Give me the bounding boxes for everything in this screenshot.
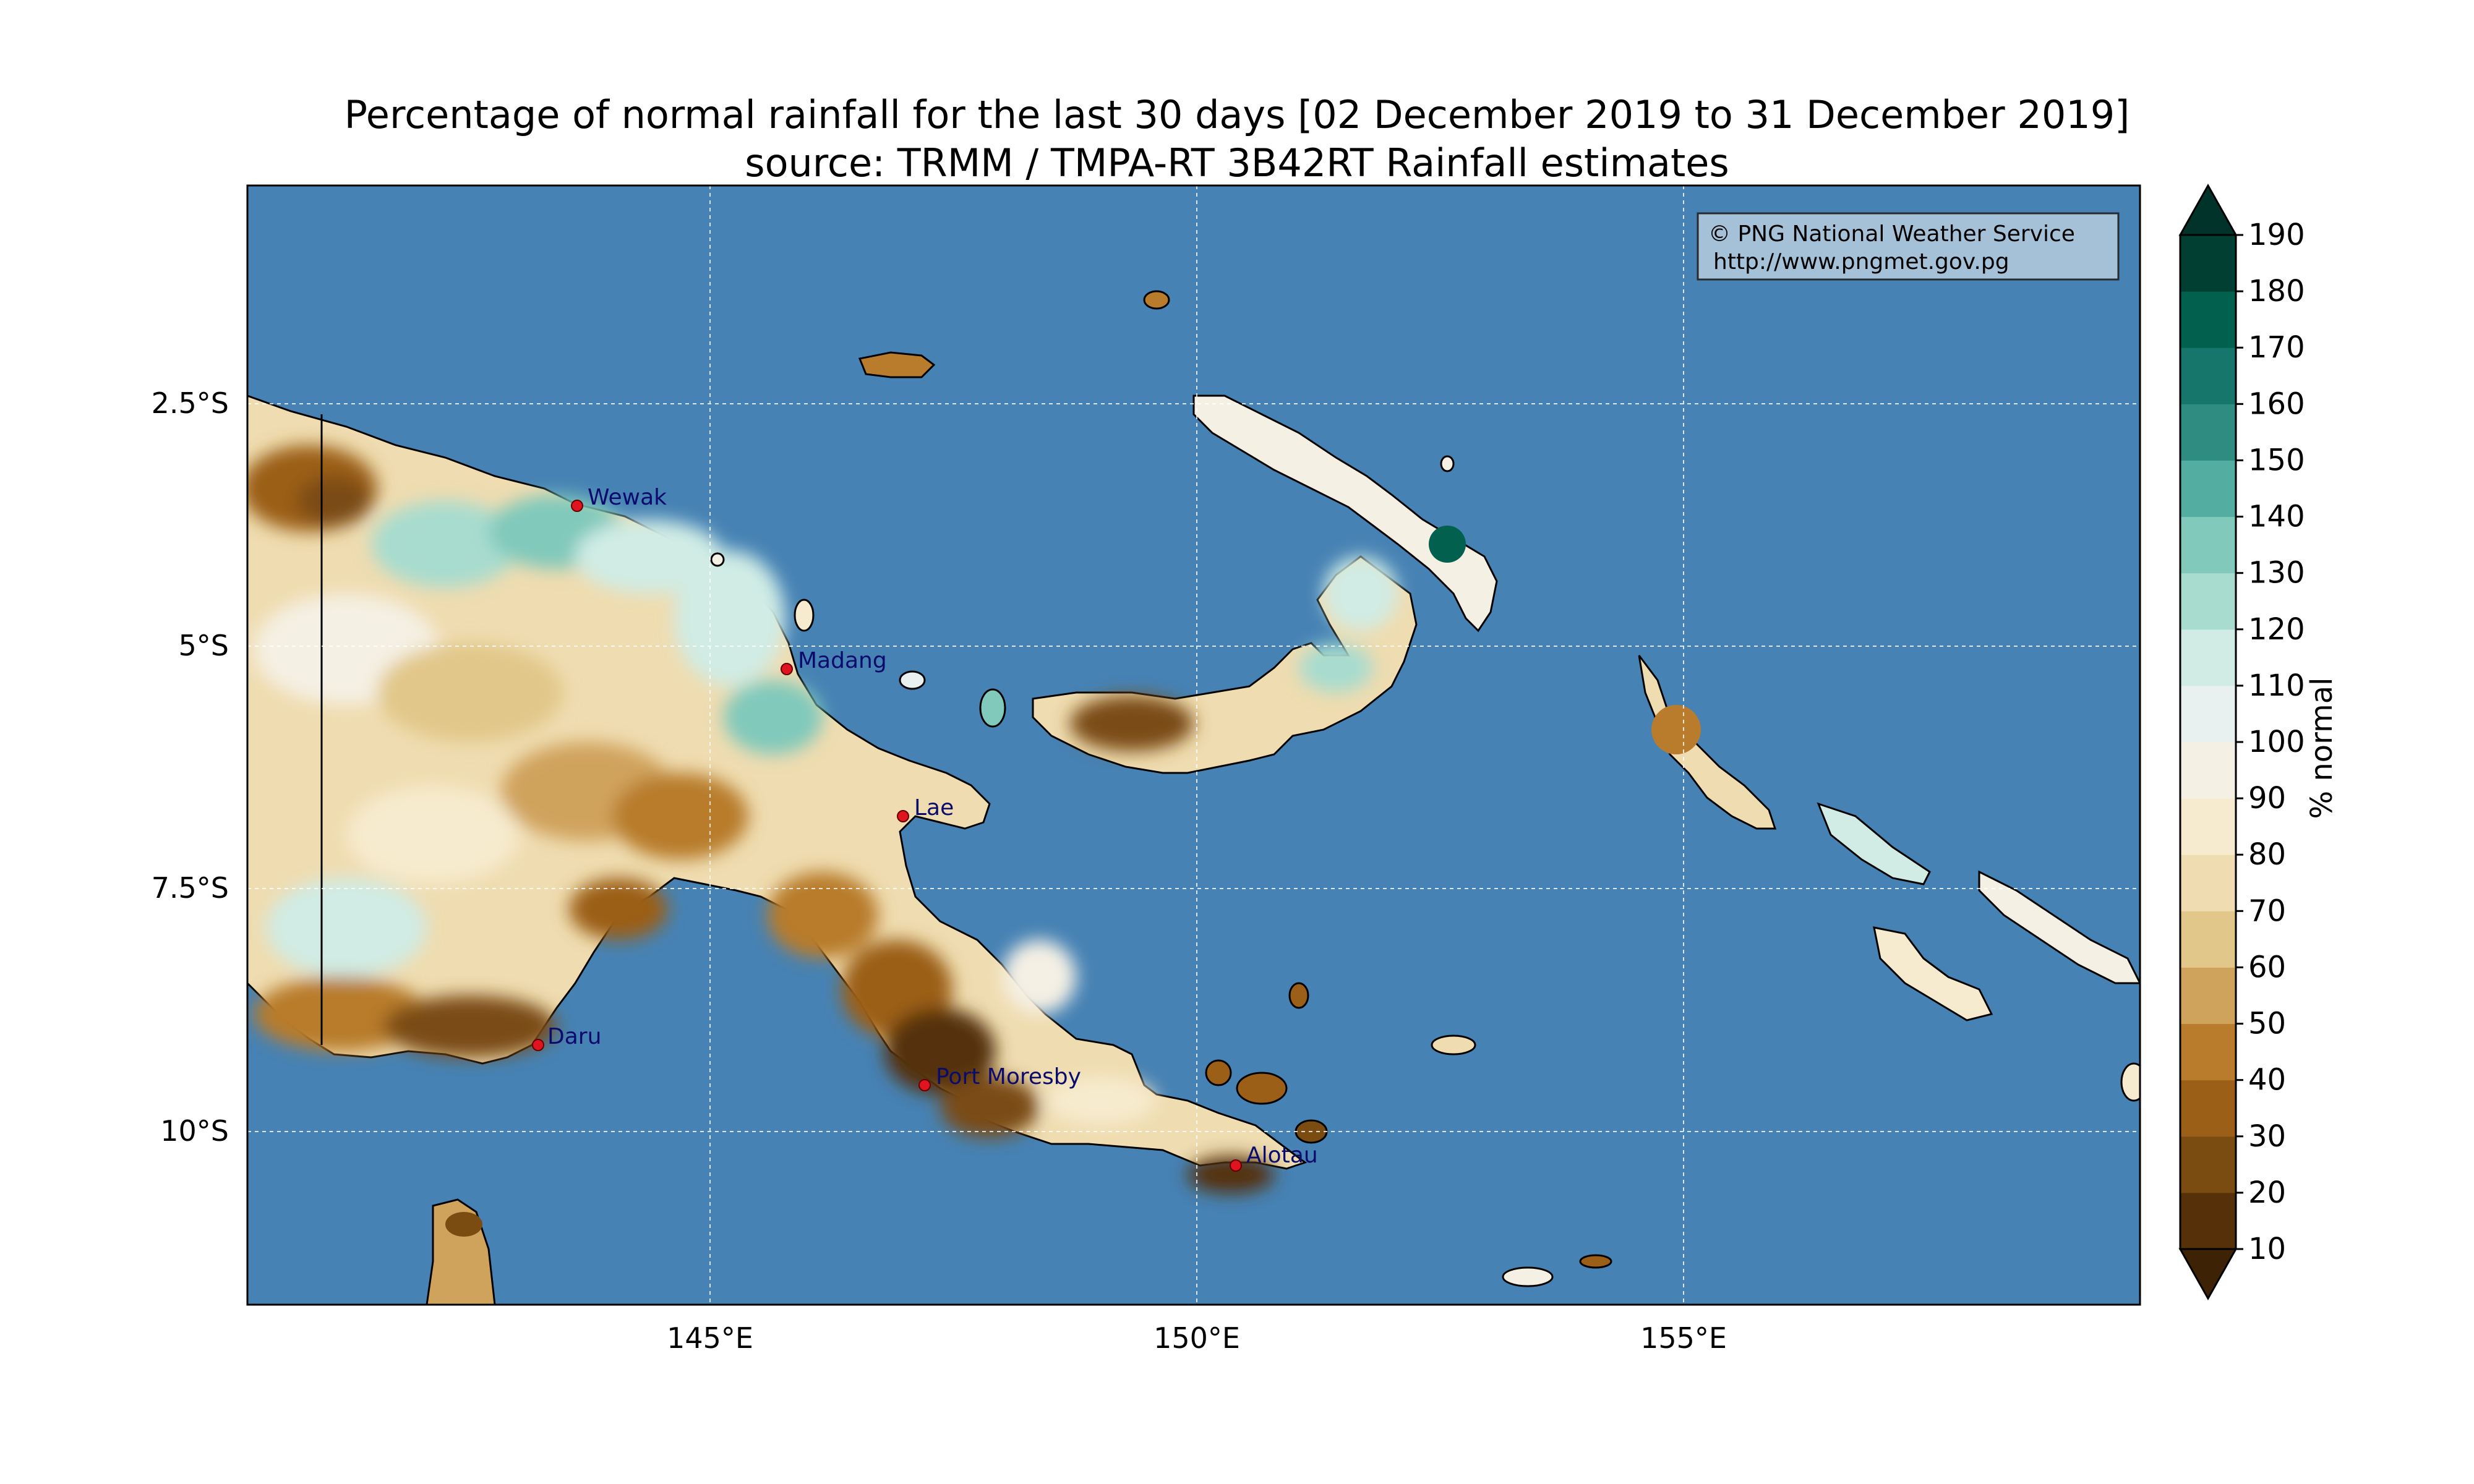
colorbar-swatch: [2180, 798, 2236, 855]
colorbar-label: % normal: [2305, 677, 2339, 819]
colorbar-tick-label: 130: [2248, 556, 2305, 591]
solomon-island-1: [1817, 802, 1931, 885]
solomon-island-2: [1978, 870, 2140, 984]
colorbar-swatch: [2180, 967, 2236, 1025]
gridlines: [247, 186, 2140, 1305]
city-marker: [918, 1079, 931, 1091]
new-ireland-island: [1192, 394, 1498, 633]
city-marker: [571, 500, 583, 512]
colorbar-tick-label: 170: [2248, 330, 2305, 365]
colorbar-swatch: [2180, 516, 2236, 574]
x-tick-label: 150°E: [1154, 1321, 1240, 1355]
colorbar-tick-label: 10: [2248, 1232, 2286, 1266]
city-daru: Daru: [532, 1024, 601, 1051]
x-tick-label: 155°E: [1640, 1321, 1727, 1355]
colorbar: 10 20 30 40 50 60 70 80 90 100 110 120 130 140 150 160 1…: [2178, 183, 2305, 1301]
city-madang: Madang: [781, 648, 887, 675]
map-subtitle: source: TRMM / TMPA-RT 3B42RT Rainfall e…: [745, 140, 1729, 186]
colorbar-swatch: [2180, 629, 2236, 686]
colorbar-tick-label: 160: [2248, 386, 2305, 421]
city-label: Daru: [547, 1024, 601, 1049]
colorbar-tick-label: 80: [2248, 837, 2286, 872]
colorbar-tick-label: 120: [2248, 612, 2305, 647]
manus-island: [858, 351, 936, 378]
city-label: Port Moresby: [936, 1064, 1081, 1090]
colorbar-swatch: [2180, 404, 2236, 461]
colorbar-tick-label: 30: [2248, 1119, 2286, 1154]
colorbar-tick-label: 60: [2248, 950, 2286, 984]
city-label: Lae: [914, 795, 954, 821]
city-label: Madang: [798, 648, 887, 673]
colorbar-swatch: [2180, 911, 2236, 968]
colorbar-tick-label: 50: [2248, 1007, 2286, 1041]
colorbar-tick-label: 100: [2248, 725, 2305, 759]
colorbar-swatch: [2180, 235, 2236, 292]
colorbar-tick-label: 140: [2248, 500, 2305, 534]
colorbar-swatch: [2180, 291, 2236, 348]
city-marker: [1230, 1159, 1242, 1172]
colorbar-tick-label: 110: [2248, 668, 2305, 703]
city-marker: [532, 1039, 544, 1051]
city-port-moresby: Port Moresby: [918, 1064, 1081, 1091]
colorbar-swatch: [2180, 742, 2236, 799]
x-axis-ticks: 145°E 150°E 155°E: [667, 1321, 1727, 1355]
colorbar-swatch: [2180, 1192, 2236, 1250]
city-wewak: Wewak: [571, 485, 667, 512]
colorbar-swatch: [2180, 855, 2236, 911]
new-guinea-mainland: [247, 394, 1308, 1170]
map-frame: [246, 184, 2141, 1306]
colorbar-tick-label: 180: [2248, 274, 2305, 309]
colorbar-tick-label: 190: [2248, 218, 2305, 252]
colorbar-tick-label: 150: [2248, 443, 2305, 477]
rainfall-field: [247, 445, 1274, 1193]
colorbar-swatch: [2180, 1136, 2236, 1193]
y-tick-label: 7.5°S: [152, 871, 229, 905]
city-label: Alotau: [1246, 1143, 1318, 1168]
y-tick-label: 2.5°S: [152, 386, 229, 420]
colorbar-swatch: [2180, 573, 2236, 630]
colorbar-swatch: [2180, 685, 2236, 743]
colorbar-tick-label: 70: [2248, 893, 2286, 928]
credit-box: © PNG National Weather Service http://ww…: [1697, 212, 2120, 281]
colorbar-swatch: [2180, 348, 2236, 404]
y-tick-label: 5°S: [179, 629, 229, 662]
solomon-island-3: [1873, 926, 1993, 1021]
colorbar-tick-label: 20: [2248, 1175, 2286, 1210]
y-tick-label: 10°S: [160, 1114, 229, 1148]
city-label: Wewak: [588, 485, 667, 510]
map-title: Percentage of normal rainfall for the la…: [344, 92, 2130, 137]
colorbar-swatch: [2180, 1023, 2236, 1081]
colorbar-swatch: [2180, 460, 2236, 518]
city-lae: Lae: [897, 795, 954, 822]
city-alotau: Alotau: [1230, 1143, 1318, 1172]
colorbar-tick-label: 90: [2248, 781, 2286, 816]
credit-line-2: http://www.pngmet.gov.pg: [1713, 249, 2010, 275]
x-tick-label: 145°E: [667, 1321, 753, 1355]
colorbar-swatch: [2180, 1080, 2236, 1137]
colorbar-extend-low: [2178, 1248, 2238, 1301]
colorbar-extend-high: [2178, 183, 2238, 236]
city-marker: [897, 810, 909, 822]
colorbar-tick-label: 40: [2248, 1063, 2286, 1098]
credit-line-1: © PNG National Weather Service: [1708, 221, 2075, 247]
city-marker: [781, 663, 793, 675]
y-axis-ticks: 2.5°S 5°S 7.5°S 10°S: [152, 386, 229, 1148]
